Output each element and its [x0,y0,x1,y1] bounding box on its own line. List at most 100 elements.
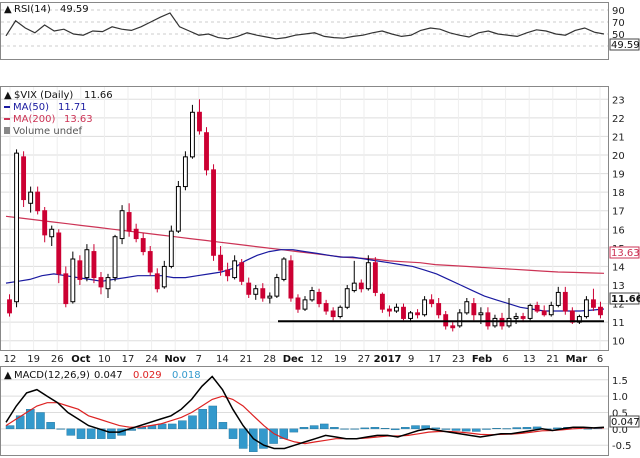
ma200-label: MA(200) [13,114,55,125]
rsi-label: RSI(14) [14,4,51,15]
macd-tick-label: 1.0 [612,392,628,403]
candle-body [140,238,146,253]
x-axis-label: 12 [4,354,17,365]
candle-body [35,191,41,212]
candle-body [330,310,336,318]
x-axis-label: 26 [51,354,64,365]
ma50-label: MA(50) [13,102,49,113]
ma200-value: 13.63 [64,114,93,125]
candle-body [105,277,111,290]
x-axis-label: Nov [164,354,186,365]
macd-histogram-bar [259,428,268,449]
candle-body [28,191,34,204]
candle-body [182,156,188,188]
macd-histogram-bar [289,428,299,433]
price-layer [1,87,608,350]
macd-histogram-bar [390,428,400,431]
macd-tick-label: 0.0 [612,425,628,436]
candle-body [478,312,484,316]
candle-body [42,210,48,236]
candle-body [372,262,378,293]
candle-body [253,288,259,295]
macd-histogram-bar [360,427,370,430]
candle-body [534,304,540,312]
macd-histogram-bar [340,428,349,430]
x-axis-label: 28 [263,354,276,365]
x-axis-label: 2017 [374,354,402,365]
candle-body [112,236,118,279]
candle-body [204,132,209,171]
candle-body [450,325,456,329]
candle-body [281,258,287,280]
candle-body [274,277,280,297]
macd-histogram-bar [492,427,501,430]
macd-histogram-bar [46,422,55,430]
macd-histogram-bar [15,415,25,430]
candle-body [415,312,420,316]
candle-body [133,228,139,240]
candle-body [63,273,69,305]
price-tick-label: 18 [612,188,625,199]
macd-histogram-bar [56,428,65,430]
candle-body [154,273,160,290]
candle-body [365,262,371,290]
candle-body [49,228,55,238]
rsi-tick-label: 50 [612,30,625,41]
symbol-value: 11.66 [84,90,113,101]
macd-tick-label: 0.5 [612,409,628,420]
ma200-value-box [609,246,640,259]
candle-body [562,291,568,312]
candle-body [358,282,364,290]
candle-body [527,304,533,319]
candle-body [555,291,561,306]
macd-histogram-bar [26,409,35,430]
price-tick-label: 13 [612,281,625,292]
symbol-label: $VIX (Daily) [14,90,73,101]
macd-histogram-bar [431,427,441,430]
x-axis-label: 24 [145,354,158,365]
macd-histogram-bar [350,428,359,430]
rsi-icon: ▲ [4,4,12,15]
candle-body [7,299,12,314]
macd-histogram-bar [167,423,177,430]
price-tick-label: 14 [612,262,625,273]
x-axis-label: Feb [472,354,492,365]
price-tick-label: 21 [612,132,625,143]
rsi-line [5,12,605,40]
rsi-value: 49.59 [60,4,89,15]
x-axis-label: 17 [122,354,135,365]
x-axis-label: 27 [358,354,371,365]
candle-body [513,316,519,319]
candle-body [126,212,132,232]
candle-body [168,230,174,267]
candle-body [260,288,266,299]
macd-histogram-bar [461,428,471,432]
candle-body [246,282,252,295]
candle-body [309,290,315,301]
macd-histogram-bar [218,422,228,430]
candle-body [520,316,526,319]
x-axis-label: 21 [546,354,559,365]
x-axis-label: 6 [502,354,508,365]
x-axis-label: 17 [428,354,441,365]
candle-body [98,277,104,288]
candle-body [408,312,413,319]
candle-body [84,249,90,279]
macd-histogram-bar [178,420,187,430]
candle-body [401,306,406,319]
candle-body [197,111,202,132]
macd-histogram-bar [86,428,96,439]
price-tick-label: 16 [612,225,625,236]
rsi-value-box-text: 49.59 [611,40,640,51]
macd-histogram-bar [532,426,542,430]
candle-body [464,301,470,314]
macd-value-1: 0.047 [94,370,123,381]
candle-body [591,299,596,308]
candle-body [91,251,97,279]
macd-value-3: 0.018 [172,370,201,381]
candle-body [295,297,301,310]
macd-histogram-bar [522,427,532,430]
candle-body [21,156,27,201]
